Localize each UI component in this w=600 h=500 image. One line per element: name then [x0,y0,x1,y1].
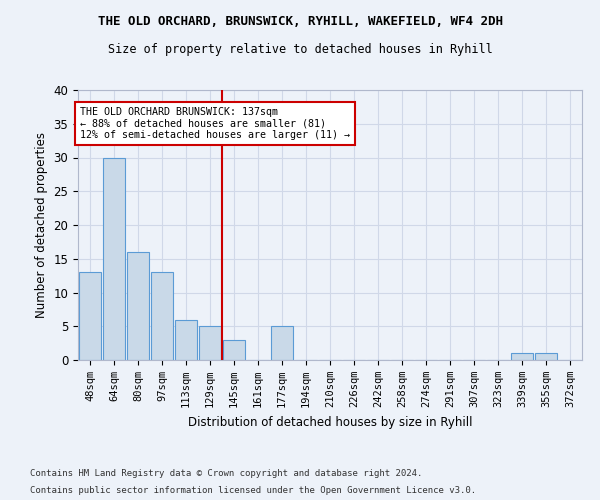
Text: Size of property relative to detached houses in Ryhill: Size of property relative to detached ho… [107,42,493,56]
Bar [127,252,149,360]
Bar [79,272,101,360]
Y-axis label: Number of detached properties: Number of detached properties [35,132,48,318]
Bar [151,272,173,360]
Bar [511,353,533,360]
Bar [103,158,125,360]
Text: Contains HM Land Registry data © Crown copyright and database right 2024.: Contains HM Land Registry data © Crown c… [30,468,422,477]
Bar [223,340,245,360]
Text: Contains public sector information licensed under the Open Government Licence v3: Contains public sector information licen… [30,486,476,495]
Bar [175,320,197,360]
Bar [199,326,221,360]
X-axis label: Distribution of detached houses by size in Ryhill: Distribution of detached houses by size … [188,416,472,428]
Bar [535,353,557,360]
Text: THE OLD ORCHARD BRUNSWICK: 137sqm
← 88% of detached houses are smaller (81)
12% : THE OLD ORCHARD BRUNSWICK: 137sqm ← 88% … [80,107,350,140]
Bar [271,326,293,360]
Text: THE OLD ORCHARD, BRUNSWICK, RYHILL, WAKEFIELD, WF4 2DH: THE OLD ORCHARD, BRUNSWICK, RYHILL, WAKE… [97,15,503,28]
